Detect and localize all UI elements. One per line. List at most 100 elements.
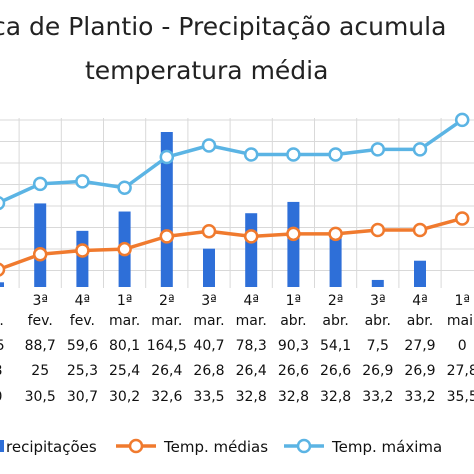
avg-temperature-marker (0, 262, 6, 277)
precipitation-value-label: 54,1 (320, 338, 351, 354)
avg-temperature-value-label: 8 (0, 363, 2, 379)
x-tick-label-month: abr. (322, 313, 348, 329)
x-tick-label-week: 3ª (201, 293, 217, 309)
x-tick-label-week: 3ª (370, 293, 386, 309)
precipitation-bar (203, 248, 215, 287)
precipitation-bar (0, 282, 4, 287)
legend-label-avg-temperature: Temp. médias (163, 438, 268, 456)
precipitation-value-label: 80,1 (109, 338, 140, 354)
avg-temperature-value-label: 26,8 (193, 363, 224, 379)
legend-marker-max-temperature (296, 438, 312, 454)
legend-marker-avg-temperature (128, 438, 144, 454)
avg-temperature-marker (32, 247, 48, 262)
chart-title-line-2: temperatura média (85, 56, 329, 85)
chart-title-line-1: ca de Plantio - Precipitação acumula (0, 12, 447, 41)
precipitation-value-label: ,5 (0, 338, 5, 354)
x-tick-label-week: 2ª (328, 293, 344, 309)
max-temperature-value-label: 30,7 (67, 389, 98, 405)
precipitation-value-label: 40,7 (193, 338, 224, 354)
max-temperature-marker (159, 149, 175, 165)
x-tick-label-month: fev. (70, 313, 95, 329)
max-temperature-marker (412, 142, 428, 157)
precipitation-bar (245, 213, 258, 287)
x-tick-label-week: 4ª (243, 293, 259, 309)
avg-temperature-marker (328, 226, 343, 242)
max-temperature-value-label: 33,2 (404, 389, 435, 405)
precipitation-bar (76, 230, 89, 287)
max-temperature-value-label: 30,2 (109, 389, 140, 405)
avg-temperature-marker (159, 229, 175, 244)
x-tick-label-month: mar. (193, 313, 224, 329)
precipitation-bar (287, 201, 300, 287)
avg-temperature-marker (286, 226, 301, 242)
avg-temperature-marker (454, 211, 470, 226)
max-temperature-line (0, 118, 464, 205)
x-tick-label-week: 2ª (159, 293, 175, 309)
max-temperature-value-label: 30,5 (25, 389, 56, 405)
legend-label-max-temperature: Temp. máxima (331, 438, 442, 456)
x-tick-label-week: 4ª (412, 293, 428, 309)
x-tick-label-month: mar. (109, 313, 140, 329)
x-tick-label-month: abr. (280, 313, 306, 329)
avg-temperature-marker (412, 222, 428, 238)
avg-temperature-line (0, 216, 463, 271)
x-tick-label-month: v. (0, 313, 4, 329)
max-temperature-marker (243, 147, 259, 162)
max-temperature-marker (454, 112, 470, 128)
x-tick-label-month: abr. (365, 313, 391, 329)
avg-temperature-marker (201, 224, 217, 239)
x-tick-label-week: 3ª (32, 293, 48, 309)
precipitation-value-label: 0 (458, 338, 467, 354)
max-temperature-value-label: 35,5 (447, 389, 474, 405)
x-tick-label-week: 4ª (75, 293, 91, 309)
max-temperature-value-label: 32,8 (320, 389, 351, 405)
max-temperature-marker (201, 138, 217, 153)
max-temperature-marker (286, 147, 301, 162)
precipitation-value-label: 90,3 (278, 338, 309, 354)
avg-temperature-value-label: 26,6 (278, 363, 309, 379)
avg-temperature-marker (75, 243, 90, 258)
avg-temperature-value-label: 27,8 (447, 363, 474, 379)
avg-temperature-value-label: 25,4 (109, 363, 140, 379)
avg-temperature-value-label: 25,3 (67, 363, 98, 379)
avg-temperature-marker (370, 222, 386, 238)
x-tick-label-month: mai. (447, 313, 474, 329)
precipitation-value-label: 88,7 (25, 338, 56, 354)
max-temperature-marker (117, 180, 132, 195)
max-temperature-value-label: 0 (0, 389, 2, 405)
legend-swatch-precipitation (0, 440, 4, 452)
precipitation-bar (414, 260, 426, 287)
avg-temperature-value-label: 26,4 (151, 363, 182, 379)
x-tick-label-week: 1ª (117, 293, 133, 309)
precipitation-bar (371, 279, 384, 287)
avg-temperature-marker (243, 229, 259, 244)
max-temperature-marker (75, 174, 90, 189)
precipitation-value-label: 27,9 (404, 338, 435, 354)
precipitation-bar (34, 203, 47, 287)
x-tick-label-week: 1ª (286, 293, 302, 309)
x-tick-label-week: 1ª (454, 293, 470, 309)
precipitation-value-label: 59,6 (67, 338, 98, 354)
max-temperature-value-label: 32,8 (236, 389, 267, 405)
max-temperature-marker (328, 147, 343, 162)
avg-temperature-value-label: 25 (31, 363, 49, 379)
max-temperature-value-label: 32,8 (278, 389, 309, 405)
avg-temperature-marker (117, 241, 132, 257)
x-tick-label-month: fev. (28, 313, 53, 329)
precipitation-bar (329, 236, 342, 287)
precipitation-value-label: 78,3 (236, 338, 267, 354)
max-temperature-value-label: 33,2 (362, 389, 393, 405)
avg-temperature-value-label: 26,9 (362, 363, 393, 379)
x-tick-label-month: mar. (236, 313, 267, 329)
max-temperature-marker (370, 142, 386, 157)
precipitation-value-label: 7,5 (367, 338, 389, 354)
max-temperature-value-label: 32,6 (151, 389, 182, 405)
avg-temperature-value-label: 26,6 (320, 363, 351, 379)
avg-temperature-value-label: 26,4 (236, 363, 267, 379)
max-temperature-value-label: 33,5 (193, 389, 224, 405)
precipitation-bar (160, 132, 173, 287)
max-temperature-marker (32, 176, 48, 192)
precipitation-value-label: 164,5 (147, 338, 187, 354)
